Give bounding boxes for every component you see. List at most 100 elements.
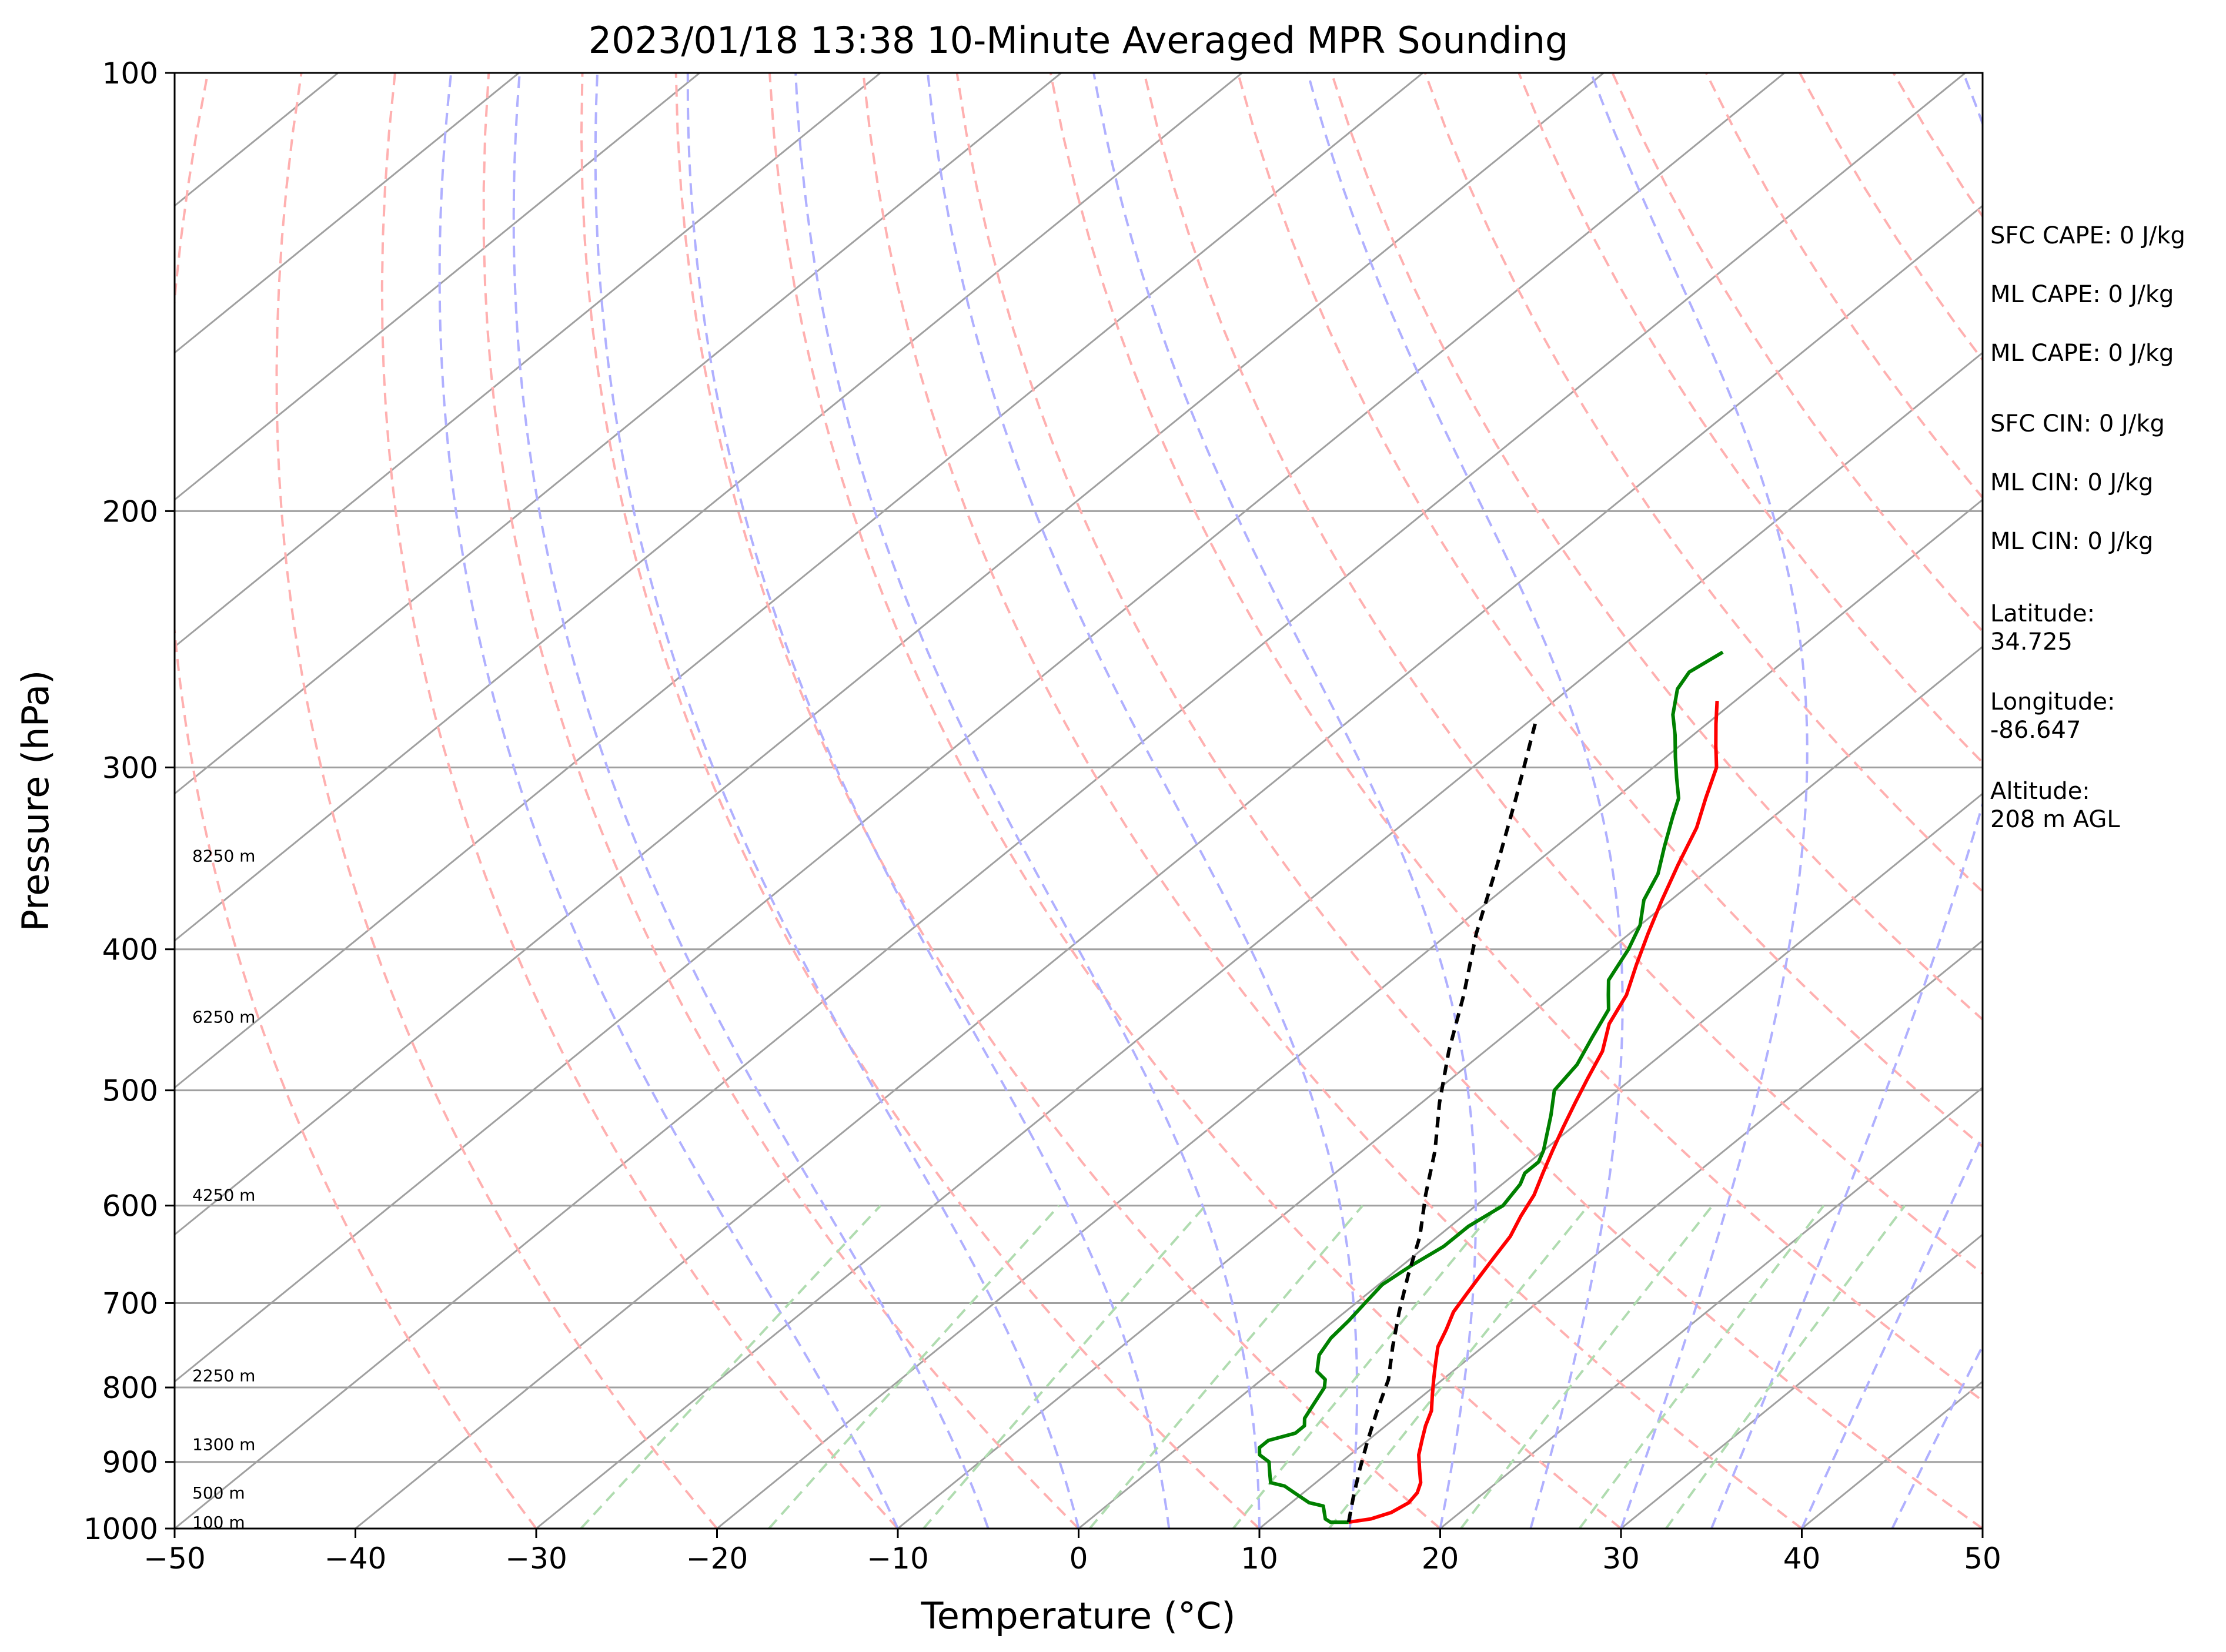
mixing-ratio-line (1665, 1205, 1906, 1529)
y-tick-label: 400 (102, 933, 158, 967)
x-tick-label: 10 (1241, 1541, 1278, 1576)
dewpoint-line (1258, 650, 1724, 1524)
mixing-ratio-line (1460, 1205, 1713, 1529)
isotherm-line (1259, 939, 1983, 1529)
height-label: 4250 m (192, 1186, 255, 1205)
y-tick-label: 300 (102, 751, 158, 785)
y-tick-label: 1000 (83, 1512, 158, 1546)
dry-adiabat-line (674, 73, 1441, 1529)
isotherm-line (175, 73, 520, 354)
chart-title: 2023/01/18 13:38 10-Minute Averaged MPR … (589, 19, 1569, 62)
isotherm-line (1078, 792, 1983, 1529)
dry-adiabat-line (580, 73, 1261, 1529)
isotherm-line (175, 73, 1243, 942)
moist-adiabat-line (686, 73, 1171, 1529)
y-tick-label: 700 (102, 1286, 158, 1320)
mixing-ratio-line (1328, 1205, 1590, 1529)
y-axis-label: Pressure (hPa) (14, 670, 57, 932)
isotherm-line (175, 73, 1605, 1236)
isotherm-line (897, 646, 1983, 1529)
isotherm-line (536, 352, 1983, 1529)
x-tick-label: 0 (1069, 1541, 1088, 1576)
x-tick-label: −50 (143, 1541, 206, 1576)
y-tick-label: 800 (102, 1371, 158, 1405)
mixing-ratio-line (1578, 1205, 1825, 1529)
moist-adiabat-line (594, 73, 1080, 1529)
background-lines (175, 73, 1983, 1529)
dry-adiabat-line (1049, 73, 1983, 1403)
y-ticks: 1000 900 800 700 600 500 400 300 200 100 (83, 56, 175, 1546)
parcel-profile-line (1346, 723, 1537, 1523)
dry-adiabat-line (862, 73, 1803, 1529)
isotherm-line (175, 73, 1785, 1383)
side-info-item: ML CIN: 0 J/kg (1990, 469, 2154, 496)
moist-adiabat-line (1590, 73, 1809, 1529)
x-tick-label: 40 (1783, 1541, 1821, 1576)
side-info-item: ML CIN: 0 J/kg (1990, 528, 2154, 555)
moist-adiabat-line (1800, 1133, 1983, 1529)
y-tick-label: 100 (102, 56, 158, 91)
mixing-ratio-line (768, 1205, 1060, 1529)
dry-adiabat-line (275, 73, 718, 1529)
mixing-ratio-line (580, 1205, 882, 1529)
side-info-item: ML CAPE: 0 J/kg (1990, 340, 2174, 367)
moist-adiabat-line (1306, 73, 1624, 1529)
y-tick-label: 600 (102, 1189, 158, 1223)
mixing-ratio-line (1088, 1205, 1364, 1529)
dry-adiabat-line (955, 73, 1983, 1529)
dry-adiabat-line (175, 73, 537, 1529)
height-label: 6250 m (192, 1007, 255, 1026)
x-tick-label: −30 (505, 1541, 567, 1576)
moist-adiabat-line (1891, 1343, 1983, 1529)
height-label: 100 m (192, 1513, 245, 1532)
isotherm-line (1439, 1086, 1983, 1529)
isotherm-line (175, 73, 1423, 1089)
side-info-item: Altitude: 208 m AGL (1990, 778, 2120, 833)
x-tick-label: −20 (686, 1541, 748, 1576)
moist-adiabat-line (512, 73, 990, 1529)
dry-adiabat-line (482, 73, 1079, 1529)
y-tick-label: 500 (102, 1074, 158, 1108)
isotherm-line (716, 499, 1983, 1529)
height-label: 1300 m (192, 1434, 255, 1454)
dry-adiabat-line (1424, 73, 1983, 894)
x-tick-label: 20 (1422, 1541, 1459, 1576)
height-label: 8250 m (192, 847, 255, 866)
isotherm-line (355, 205, 1983, 1529)
isotherm-line (175, 73, 1966, 1529)
dry-adiabat-line (1143, 73, 1983, 1275)
height-label: 500 m (192, 1483, 245, 1503)
side-info-item: Longitude: -86.647 (1990, 688, 2115, 744)
side-info-item: SFC CIN: 0 J/kg (1990, 410, 2165, 437)
isotherm-line (175, 73, 700, 501)
isotherm-line (175, 73, 1062, 795)
moist-adiabat-line (438, 73, 899, 1529)
moist-adiabat-line (1092, 73, 1478, 1529)
mixing-ratio-line (1232, 1205, 1499, 1529)
dry-adiabat-line (380, 73, 899, 1529)
height-annotations: 8250 m 6250 m 4250 m 2250 m 1300 m 500 m 100 m (192, 847, 255, 1533)
moist-adiabat-line (794, 73, 1261, 1529)
y-tick-label: 900 (102, 1446, 158, 1480)
isotherm-line (175, 73, 881, 648)
side-info-item: Latitude: 34.725 (1990, 600, 2095, 656)
plot-frame (173, 72, 1984, 1530)
x-tick-label: 30 (1602, 1541, 1640, 1576)
dry-adiabat-line (768, 73, 1622, 1529)
side-info-item: ML CAPE: 0 J/kg (1990, 281, 2174, 308)
dry-adiabat-line (1236, 73, 1983, 1148)
x-tick-label: −40 (325, 1541, 387, 1576)
side-info-item: SFC CAPE: 0 J/kg (1990, 222, 2185, 249)
temperature-line (1348, 700, 1719, 1524)
mixing-ratio-line (923, 1205, 1206, 1529)
y-tick-label: 200 (102, 494, 158, 529)
isotherm-line (1620, 1233, 1983, 1529)
moist-adiabat-line (926, 73, 1359, 1529)
x-tick-label: 50 (1964, 1541, 2001, 1576)
x-axis-label: Temperature (°C) (920, 1594, 1235, 1637)
x-tick-label: −10 (867, 1541, 929, 1576)
sounding-traces (1258, 650, 1724, 1524)
height-label: 2250 m (192, 1366, 255, 1386)
x-ticks: −50 −40 −30 −20 −10 0 10 20 30 40 50 (143, 1529, 2001, 1576)
